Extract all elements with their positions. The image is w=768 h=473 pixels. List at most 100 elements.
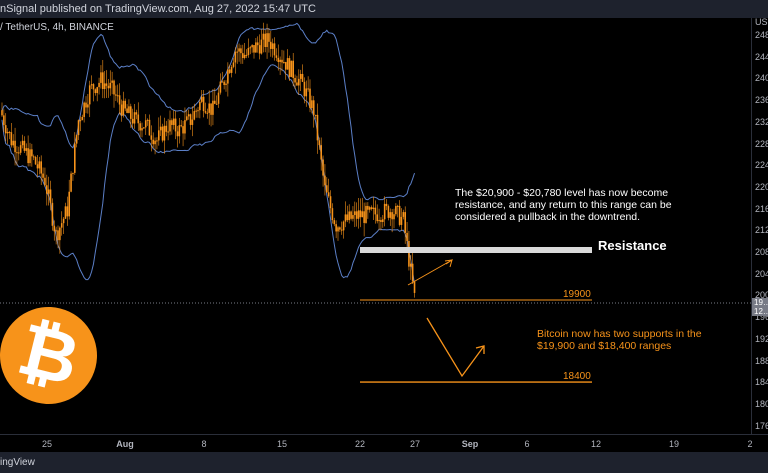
price-tick: 21600: [755, 203, 768, 214]
candle-body: [178, 125, 181, 137]
candle-body: [393, 214, 395, 220]
candle-body: [144, 120, 147, 128]
time-tick: 2: [747, 439, 753, 449]
candle-body: [174, 118, 177, 132]
countdown: 12…: [754, 307, 768, 316]
candle-body: [322, 159, 324, 176]
candle-body: [8, 131, 11, 133]
candle-body: [10, 132, 13, 146]
candle-body: [6, 131, 9, 134]
candle-body: [301, 73, 304, 82]
candle-body: [159, 126, 162, 131]
candle-body: [400, 216, 403, 225]
candle-body: [316, 114, 319, 141]
candle-body: [348, 211, 350, 221]
candle-body: [303, 81, 306, 97]
price-chart[interactable]: [0, 18, 751, 434]
candle-body: [344, 214, 347, 222]
candle-body: [72, 172, 74, 174]
candle-body: [311, 100, 313, 109]
candle-body: [256, 42, 259, 46]
candle-body: [223, 81, 225, 85]
candle-body: [94, 89, 97, 94]
brand-text: ingView: [0, 457, 35, 468]
candle-body: [172, 118, 175, 125]
candle-body: [275, 55, 278, 58]
candle-body: [363, 211, 365, 223]
bollinger-lower: [1, 64, 416, 285]
candle-body: [324, 175, 326, 186]
resistance-label: Resistance: [598, 238, 667, 253]
candle-body: [12, 140, 14, 146]
candle-body: [219, 81, 222, 93]
candle-body: [143, 127, 145, 129]
resistance-note: The $20,900 - $20,780 level has now beco…: [455, 187, 672, 223]
candle-body: [372, 207, 375, 210]
time-tick: Aug: [116, 439, 134, 449]
candle-body: [70, 173, 72, 192]
candle-body: [326, 185, 328, 193]
candle-body: [169, 120, 171, 132]
candle-body: [398, 205, 401, 225]
candle-body: [320, 145, 322, 160]
candle-body: [74, 143, 76, 173]
candle-body: [225, 83, 227, 85]
candle-body: [60, 223, 63, 228]
candle-body: [279, 59, 281, 62]
price-tick: 24800: [755, 30, 768, 40]
time-axis[interactable]: 25 Aug 8 15 22 27 Sep 6 12 19 2: [0, 434, 768, 453]
candle-body: [305, 88, 308, 97]
candle-body: [92, 84, 95, 90]
candle-body: [215, 103, 218, 105]
candle-body: [294, 77, 296, 83]
candle-body: [133, 112, 136, 124]
candle-body: [195, 110, 197, 112]
price-tick: 23600: [755, 95, 768, 106]
candle-body: [148, 119, 151, 136]
candle-body: [141, 128, 143, 131]
candle-body: [116, 95, 119, 97]
candle-body: [350, 211, 352, 219]
candle-body: [410, 263, 412, 267]
candle-body: [260, 39, 263, 54]
candle-body: [137, 114, 140, 124]
candle-body: [385, 203, 388, 207]
candle-body: [105, 83, 108, 86]
candle-body: [251, 45, 253, 48]
projection-arrowhead: [475, 345, 485, 354]
candle-body: [100, 72, 102, 83]
candle-body: [131, 118, 134, 124]
candle-body: [85, 102, 87, 108]
candle-body: [286, 58, 289, 70]
candle-body: [75, 135, 78, 144]
candle-body: [161, 126, 164, 141]
candle-body: [199, 101, 201, 111]
support-label-19900: 19900: [563, 289, 591, 300]
time-tick: 6: [524, 439, 530, 449]
candle-body: [387, 206, 390, 218]
candle-body: [42, 173, 44, 178]
candle-body: [368, 207, 371, 210]
candle-body: [391, 212, 393, 220]
candle-body: [318, 140, 321, 146]
candle-body: [176, 131, 179, 137]
candle-body: [413, 281, 416, 293]
candle-body: [55, 230, 57, 232]
candle-body: [47, 189, 50, 194]
price-axis[interactable]: US 24800 24400 24000 23600 23200 22800 22400 22…: [751, 18, 768, 434]
candle-body: [217, 92, 220, 104]
candle-body: [232, 62, 235, 67]
candle-body: [154, 140, 156, 145]
candle-body: [68, 191, 70, 217]
candle-body: [83, 102, 85, 117]
candle-body: [1, 110, 3, 116]
candle-body: [128, 106, 130, 113]
resistance-zone: [360, 247, 592, 253]
candle-body: [34, 157, 37, 165]
candle-body: [240, 48, 242, 54]
candle-body: [307, 88, 309, 90]
candle-body: [79, 120, 82, 122]
candle-body: [158, 130, 160, 141]
candle-body: [370, 207, 373, 210]
candle-body: [299, 73, 302, 79]
